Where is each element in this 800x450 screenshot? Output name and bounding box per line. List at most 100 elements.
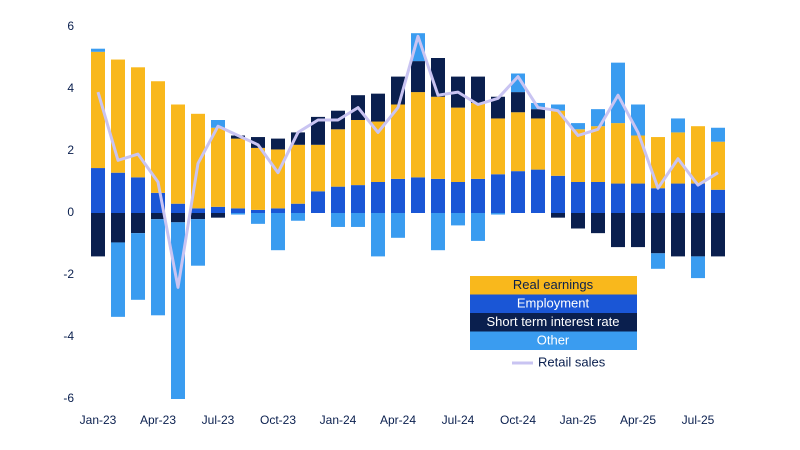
bar [231,208,245,213]
x-tick-label: Jan-23 [80,413,117,427]
bar [631,135,645,184]
bar [111,172,125,213]
bar [471,76,485,103]
bar [531,118,545,170]
x-tick-label: Oct-23 [260,413,296,427]
bar [431,178,445,213]
y-tick-label: -2 [63,267,74,281]
x-tick-label: Apr-25 [620,413,656,427]
bar [491,213,505,215]
bar [651,213,665,254]
bar [591,182,605,213]
x-tick-label: Apr-23 [140,413,176,427]
bar [711,213,725,257]
bar [551,175,565,213]
bar [371,93,385,122]
bar [691,256,705,279]
bar [391,178,405,213]
bar [191,213,205,220]
bar [431,96,445,179]
bar [211,127,225,207]
x-tick-label: Apr-24 [380,413,416,427]
bar [131,67,145,178]
bar [571,129,585,182]
bar [531,169,545,213]
bar [651,253,665,269]
bar [171,104,185,204]
bar [671,213,685,257]
bar [471,102,485,179]
y-tick-label: -6 [63,391,74,405]
bar [131,177,145,213]
bar [411,177,425,213]
legend-swatch [470,276,637,295]
bar [291,203,305,213]
bar [171,203,185,213]
y-tick-label: 2 [67,143,74,157]
bar [251,147,265,210]
bar [551,104,565,111]
x-tick-label: Jan-24 [320,413,357,427]
bar [211,120,225,128]
bar [371,121,385,182]
bar [591,126,605,182]
bar [251,137,265,148]
y-tick-label: -4 [63,329,74,343]
y-tick-label: 0 [67,205,74,219]
bar [391,104,405,179]
bar [551,110,565,176]
bar [571,213,585,229]
bar [711,189,725,213]
bar [711,141,725,190]
legend-label: Other [537,332,570,347]
bar [491,96,505,119]
bar [251,209,265,213]
bar [91,48,105,52]
bar [371,182,385,213]
bar [331,129,345,187]
bar [131,233,145,300]
bar [171,213,185,223]
bar [351,213,365,227]
bar [571,123,585,130]
bar [271,138,285,150]
bar [191,219,205,266]
bar [151,213,165,220]
bar [691,126,705,184]
bar [271,208,285,213]
y-tick-label: 6 [67,19,74,33]
bar [671,118,685,133]
bar [151,219,165,316]
bar [111,242,125,317]
bar [91,213,105,257]
bar [611,183,625,213]
bar [251,213,265,224]
bar [651,188,665,213]
bar [211,213,225,218]
x-tick-label: Jan-25 [560,413,597,427]
x-tick-label: Jul-25 [682,413,715,427]
bar [391,213,405,238]
bar [511,73,525,93]
legend-label: Short term interest rate [487,314,620,329]
bar [451,182,465,213]
bar [471,178,485,213]
bar [511,171,525,213]
bar [511,92,525,113]
bar [291,213,305,221]
legend-swatch [470,313,637,332]
bar [511,112,525,172]
bar [431,213,445,251]
y-tick-label: 4 [67,81,74,95]
x-tick-label: Jul-24 [442,413,475,427]
bar [131,213,145,234]
bar [191,208,205,213]
bar [311,144,325,192]
bar [491,118,505,175]
bar [311,191,325,213]
bar [351,120,365,186]
bar [691,183,705,213]
bar [451,107,465,182]
bar [271,213,285,251]
